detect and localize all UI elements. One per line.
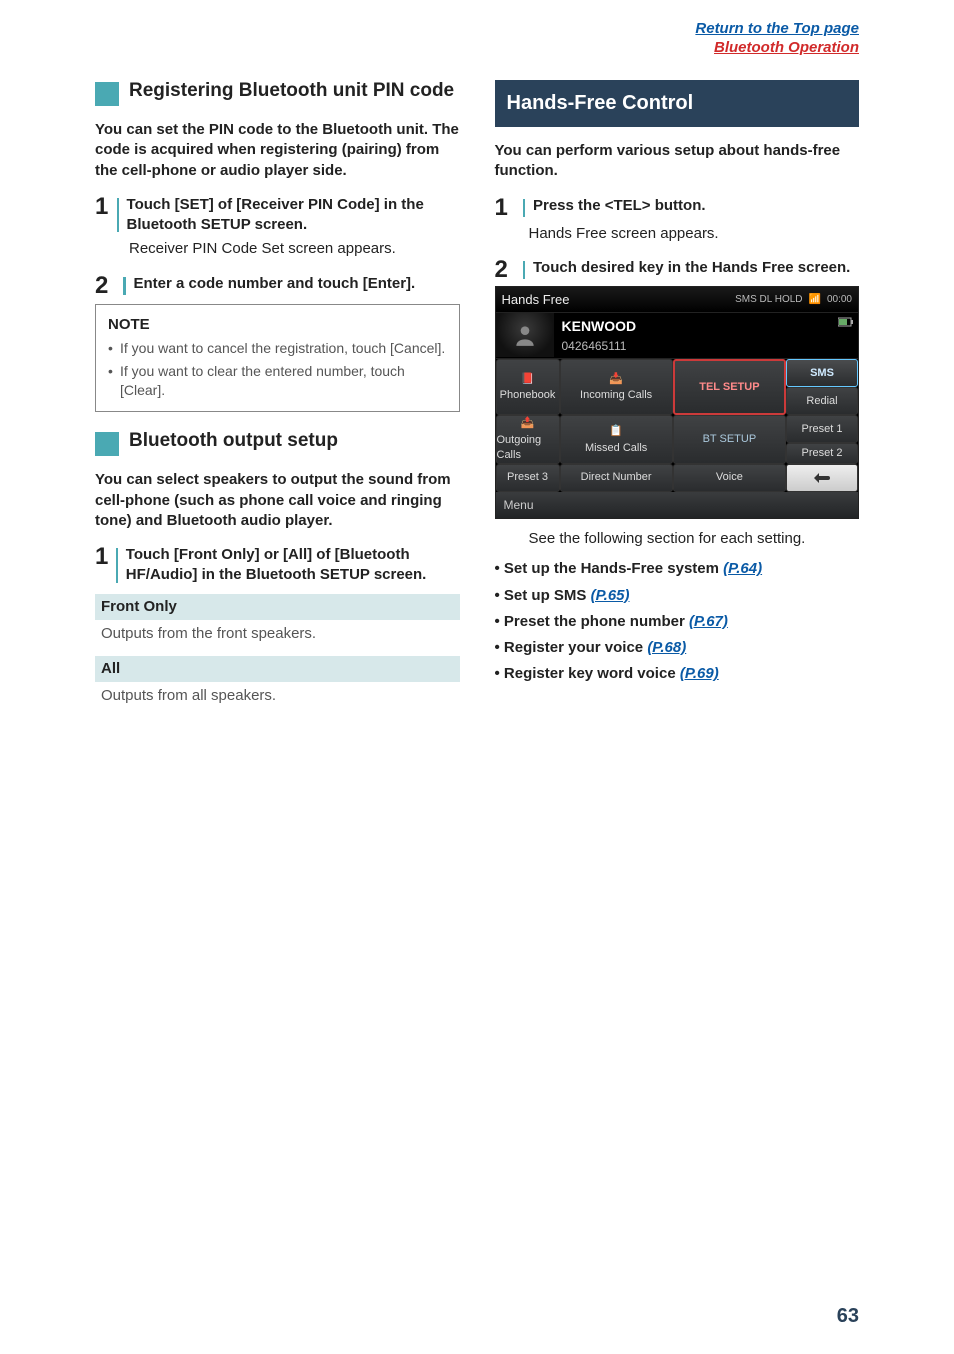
list-item: Register key word voice (P.69) [495,664,860,684]
hf-step-2: 2 Touch desired key in the Hands Free sc… [495,258,860,282]
section-pin-header: Registering Bluetooth unit PIN code [95,80,460,106]
avatar-icon [496,313,554,357]
outgoing-calls-button[interactable]: 📤 Outgoing Calls [496,415,560,464]
hf-button-grid: SMS 📕 Phonebook 📥 Incoming Calls TEL SET… [496,359,859,464]
step-number: 1 [495,196,515,220]
note-title: NOTE [108,315,447,335]
section-marker-icon [95,432,119,456]
right-column: Hands-Free Control You can perform vario… [495,80,860,711]
section-pin-title: Registering Bluetooth unit PIN code [129,80,454,103]
hf-contact-info: KENWOOD 0426465111 [554,313,835,358]
hf-intro: You can perform various setup about hand… [495,141,860,182]
left-column: Registering Bluetooth unit PIN code You … [95,80,460,711]
page-ref-link[interactable]: (P.67) [689,613,728,630]
pin-step-2: 2 Enter a code number and touch [Enter]. [95,274,460,298]
desc-front-only: Outputs from the front speakers. [95,620,460,648]
hf-titlebar: Hands Free SMS DL HOLD 📶 00:00 [496,287,859,314]
step-bar-icon [523,261,526,279]
step-bar-icon [116,548,117,583]
hf-step-1: 1 Press the <TEL> button. [495,196,860,220]
label-front-only: Front Only [95,594,460,620]
pin-step-1: 1 Touch [SET] of [Receiver PIN Code] in … [95,195,460,236]
output-intro: You can select speakers to output the so… [95,470,460,531]
section-output-header: Bluetooth output setup [95,430,460,456]
section-link[interactable]: Bluetooth Operation [714,39,859,56]
note-item: If you want to cancel the registration, … [108,339,447,358]
phonebook-button[interactable]: 📕 Phonebook [496,359,560,415]
back-button[interactable] [786,464,858,492]
hf-status-text: SMS DL HOLD [735,293,802,307]
list-item: Set up SMS (P.65) [495,586,860,606]
step-bar-icon [523,199,526,217]
hf-status-area: SMS DL HOLD 📶 00:00 [735,293,852,307]
page-ref-link[interactable]: (P.68) [647,639,686,656]
list-item: Preset the phone number (P.67) [495,612,860,632]
bt-setup-button[interactable]: BT SETUP [673,415,786,464]
tel-setup-button[interactable]: TEL SETUP [673,359,786,415]
page-ref-link[interactable]: (P.64) [723,560,762,577]
preset-3-button[interactable]: Preset 3 [496,464,560,492]
pin-step2-text: Enter a code number and touch [Enter]. [134,274,416,294]
section-marker-icon [95,82,119,106]
incoming-calls-button[interactable]: 📥 Incoming Calls [560,359,673,415]
top-page-link[interactable]: Return to the Top page [695,20,859,37]
preset-2-button[interactable]: Preset 2 [786,443,858,464]
step-bar-icon [123,277,126,295]
incoming-icon: 📥 [609,372,623,387]
pin-step1-text: Touch [SET] of [Receiver PIN Code] in th… [127,195,460,236]
step-number: 1 [95,545,108,569]
step-number: 1 [95,195,109,219]
hf-contact-row: KENWOOD 0426465111 [496,313,859,359]
page-ref-link[interactable]: (P.69) [680,665,719,682]
note-item: If you want to clear the entered number,… [108,362,447,400]
voice-button[interactable]: Voice [673,464,786,492]
hf-postshot-text: See the following section for each setti… [529,529,860,549]
missed-label: Missed Calls [585,441,647,456]
page-number: 63 [837,1305,859,1328]
phonebook-label: Phonebook [500,388,556,403]
back-icon [813,472,831,484]
incoming-label: Incoming Calls [580,388,652,403]
hf-step1-text: Press the <TEL> button. [533,196,706,216]
desc-all: Outputs from all speakers. [95,682,460,710]
header-links: Return to the Top page Bluetooth Operati… [695,20,859,58]
hf-contact-name: KENWOOD [562,317,827,336]
section-output-title: Bluetooth output setup [129,430,338,453]
hf-contact-number: 0426465111 [562,338,827,354]
step-number: 2 [95,274,115,298]
page-ref-link[interactable]: (P.65) [591,587,630,604]
book-icon: 📕 [521,372,535,387]
antenna-icon: 📶 [809,293,821,307]
missed-icon: 📋 [609,424,623,439]
hf-button-grid-2: Preset 3 Direct Number Voice [496,464,859,492]
outgoing-icon: 📤 [521,416,535,431]
pin-step1-sub: Receiver PIN Code Set screen appears. [129,239,460,259]
output-step1-text: Touch [Front Only] or [All] of [Bluetoot… [126,545,460,586]
hf-clock: 00:00 [827,293,852,307]
sms-button[interactable]: SMS [786,359,858,387]
preset-1-button[interactable]: Preset 1 [786,415,858,443]
direct-number-button[interactable]: Direct Number [560,464,673,492]
step-bar-icon [117,198,119,233]
hf-bullet-list: Set up the Hands-Free system (P.64) Set … [495,559,860,684]
outgoing-label: Outgoing Calls [497,433,559,463]
hands-free-banner: Hands-Free Control [495,80,860,127]
list-item: Set up the Hands-Free system (P.64) [495,559,860,579]
pin-intro: You can set the PIN code to the Bluetoot… [95,120,460,181]
step-number: 2 [495,258,515,282]
redial-button[interactable]: Redial [786,387,858,415]
label-all: All [95,656,460,682]
output-step-1: 1 Touch [Front Only] or [All] of [Blueto… [95,545,460,586]
hf-step1-sub: Hands Free screen appears. [529,224,860,244]
hf-title: Hands Free [502,291,570,309]
battery-icon [834,313,858,358]
hf-step2-text: Touch desired key in the Hands Free scre… [533,258,850,278]
note-box: NOTE If you want to cancel the registrat… [95,304,460,413]
list-item: Register your voice (P.68) [495,638,860,658]
hands-free-screenshot: Hands Free SMS DL HOLD 📶 00:00 KENWOOD 0… [495,286,860,519]
menu-button[interactable]: Menu [496,492,859,518]
missed-calls-button[interactable]: 📋 Missed Calls [560,415,673,464]
